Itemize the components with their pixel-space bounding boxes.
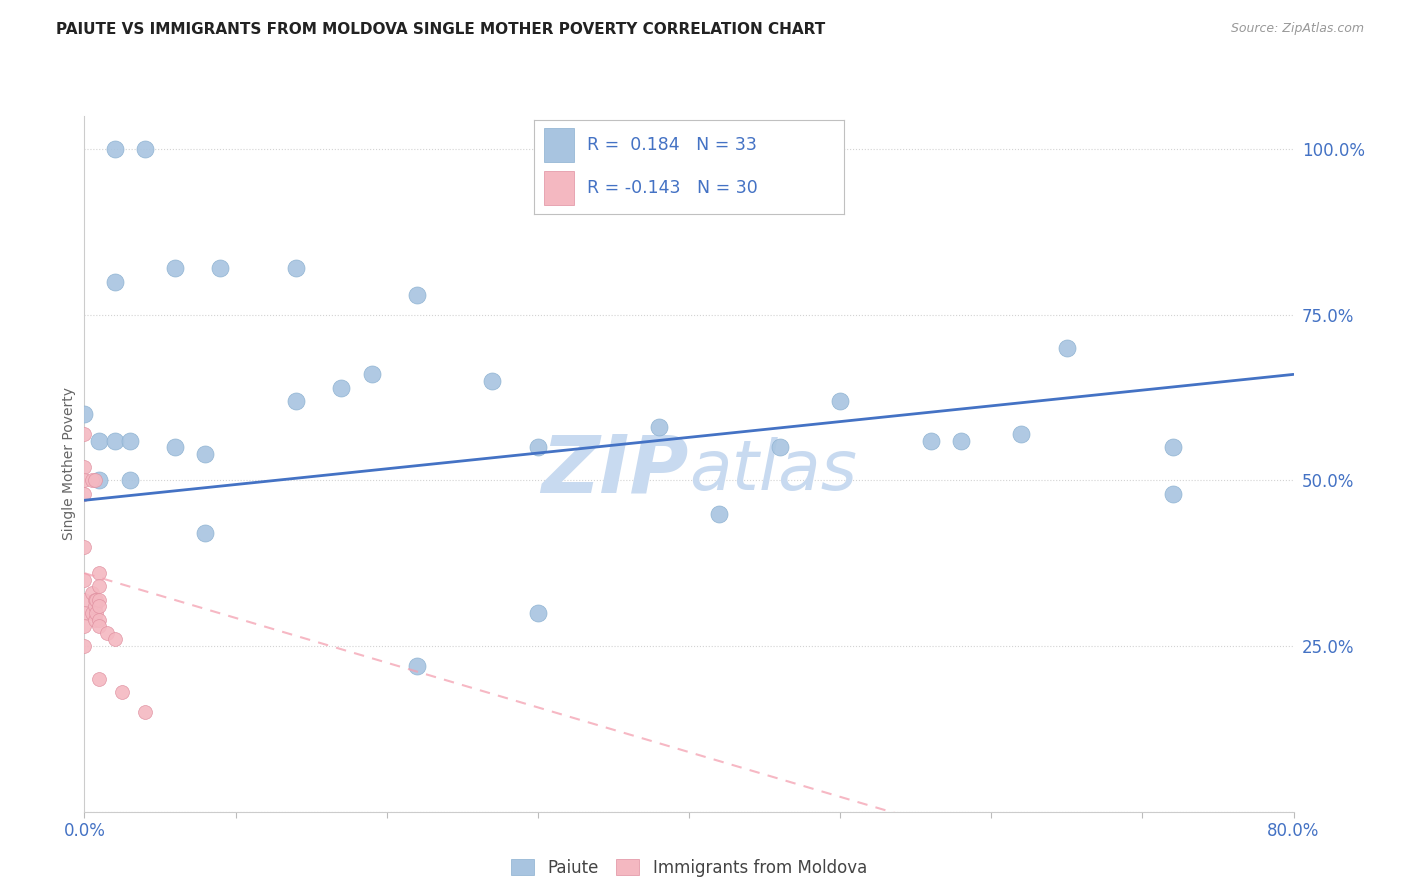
Point (73, 474, 96, 488)
Point (80, 586, 103, 600)
Point (330, 381, 353, 395)
Text: R =  0.184   N = 33: R = 0.184 N = 33 (586, 136, 756, 153)
Point (194, 447, 217, 461)
Point (194, 526, 217, 541)
Point (89, 474, 111, 488)
Point (104, 632, 127, 647)
FancyBboxPatch shape (544, 171, 575, 205)
Point (111, 685, 134, 699)
Point (104, 275, 127, 289)
Text: ZIP: ZIP (541, 432, 689, 510)
Point (73, 639, 96, 653)
Point (73, 407, 96, 421)
Point (89, 592, 111, 607)
Point (80, 474, 103, 488)
Point (73, 427, 96, 442)
FancyBboxPatch shape (544, 128, 575, 161)
Point (80, 606, 103, 620)
Point (830, 393, 852, 408)
Text: atlas: atlas (689, 437, 856, 504)
Point (89, 434, 111, 448)
Point (73, 540, 96, 554)
Point (84, 613, 107, 627)
Point (73, 592, 96, 607)
Point (73, 619, 96, 633)
Point (84, 474, 107, 488)
Point (285, 261, 308, 276)
Point (134, 142, 156, 156)
Point (73, 606, 96, 620)
Point (1161, 440, 1184, 454)
Point (769, 440, 792, 454)
Point (73, 486, 96, 500)
Text: Source: ZipAtlas.com: Source: ZipAtlas.com (1230, 22, 1364, 36)
Point (1161, 486, 1184, 500)
Point (89, 579, 111, 593)
Point (96, 625, 118, 640)
Text: PAIUTE VS IMMIGRANTS FROM MOLDOVA SINGLE MOTHER POVERTY CORRELATION CHART: PAIUTE VS IMMIGRANTS FROM MOLDOVA SINGLE… (56, 22, 825, 37)
Point (104, 142, 127, 156)
Point (360, 368, 382, 382)
Point (406, 659, 429, 673)
Y-axis label: Single Mother Poverty: Single Mother Poverty (62, 387, 76, 541)
Point (1056, 341, 1078, 355)
Legend: Paiute, Immigrants from Moldova: Paiute, Immigrants from Moldova (505, 852, 873, 883)
Point (1011, 427, 1033, 442)
Point (89, 613, 111, 627)
Point (104, 434, 127, 448)
Point (406, 288, 429, 302)
Point (84, 592, 107, 607)
Point (89, 566, 111, 581)
Point (165, 440, 187, 454)
Point (950, 434, 973, 448)
Point (481, 374, 503, 388)
Point (89, 672, 111, 686)
Point (648, 420, 671, 434)
Point (285, 393, 308, 408)
Point (134, 706, 156, 720)
Point (118, 474, 141, 488)
Point (86, 606, 108, 620)
Point (165, 261, 187, 276)
Point (527, 440, 550, 454)
Point (527, 606, 550, 620)
Point (709, 507, 731, 521)
Point (73, 460, 96, 475)
Point (89, 599, 111, 614)
Point (209, 261, 232, 276)
Point (73, 573, 96, 587)
Point (920, 434, 942, 448)
Point (89, 619, 111, 633)
Point (118, 434, 141, 448)
Point (84, 599, 107, 614)
Point (86, 592, 108, 607)
Text: R = -0.143   N = 30: R = -0.143 N = 30 (586, 179, 758, 197)
